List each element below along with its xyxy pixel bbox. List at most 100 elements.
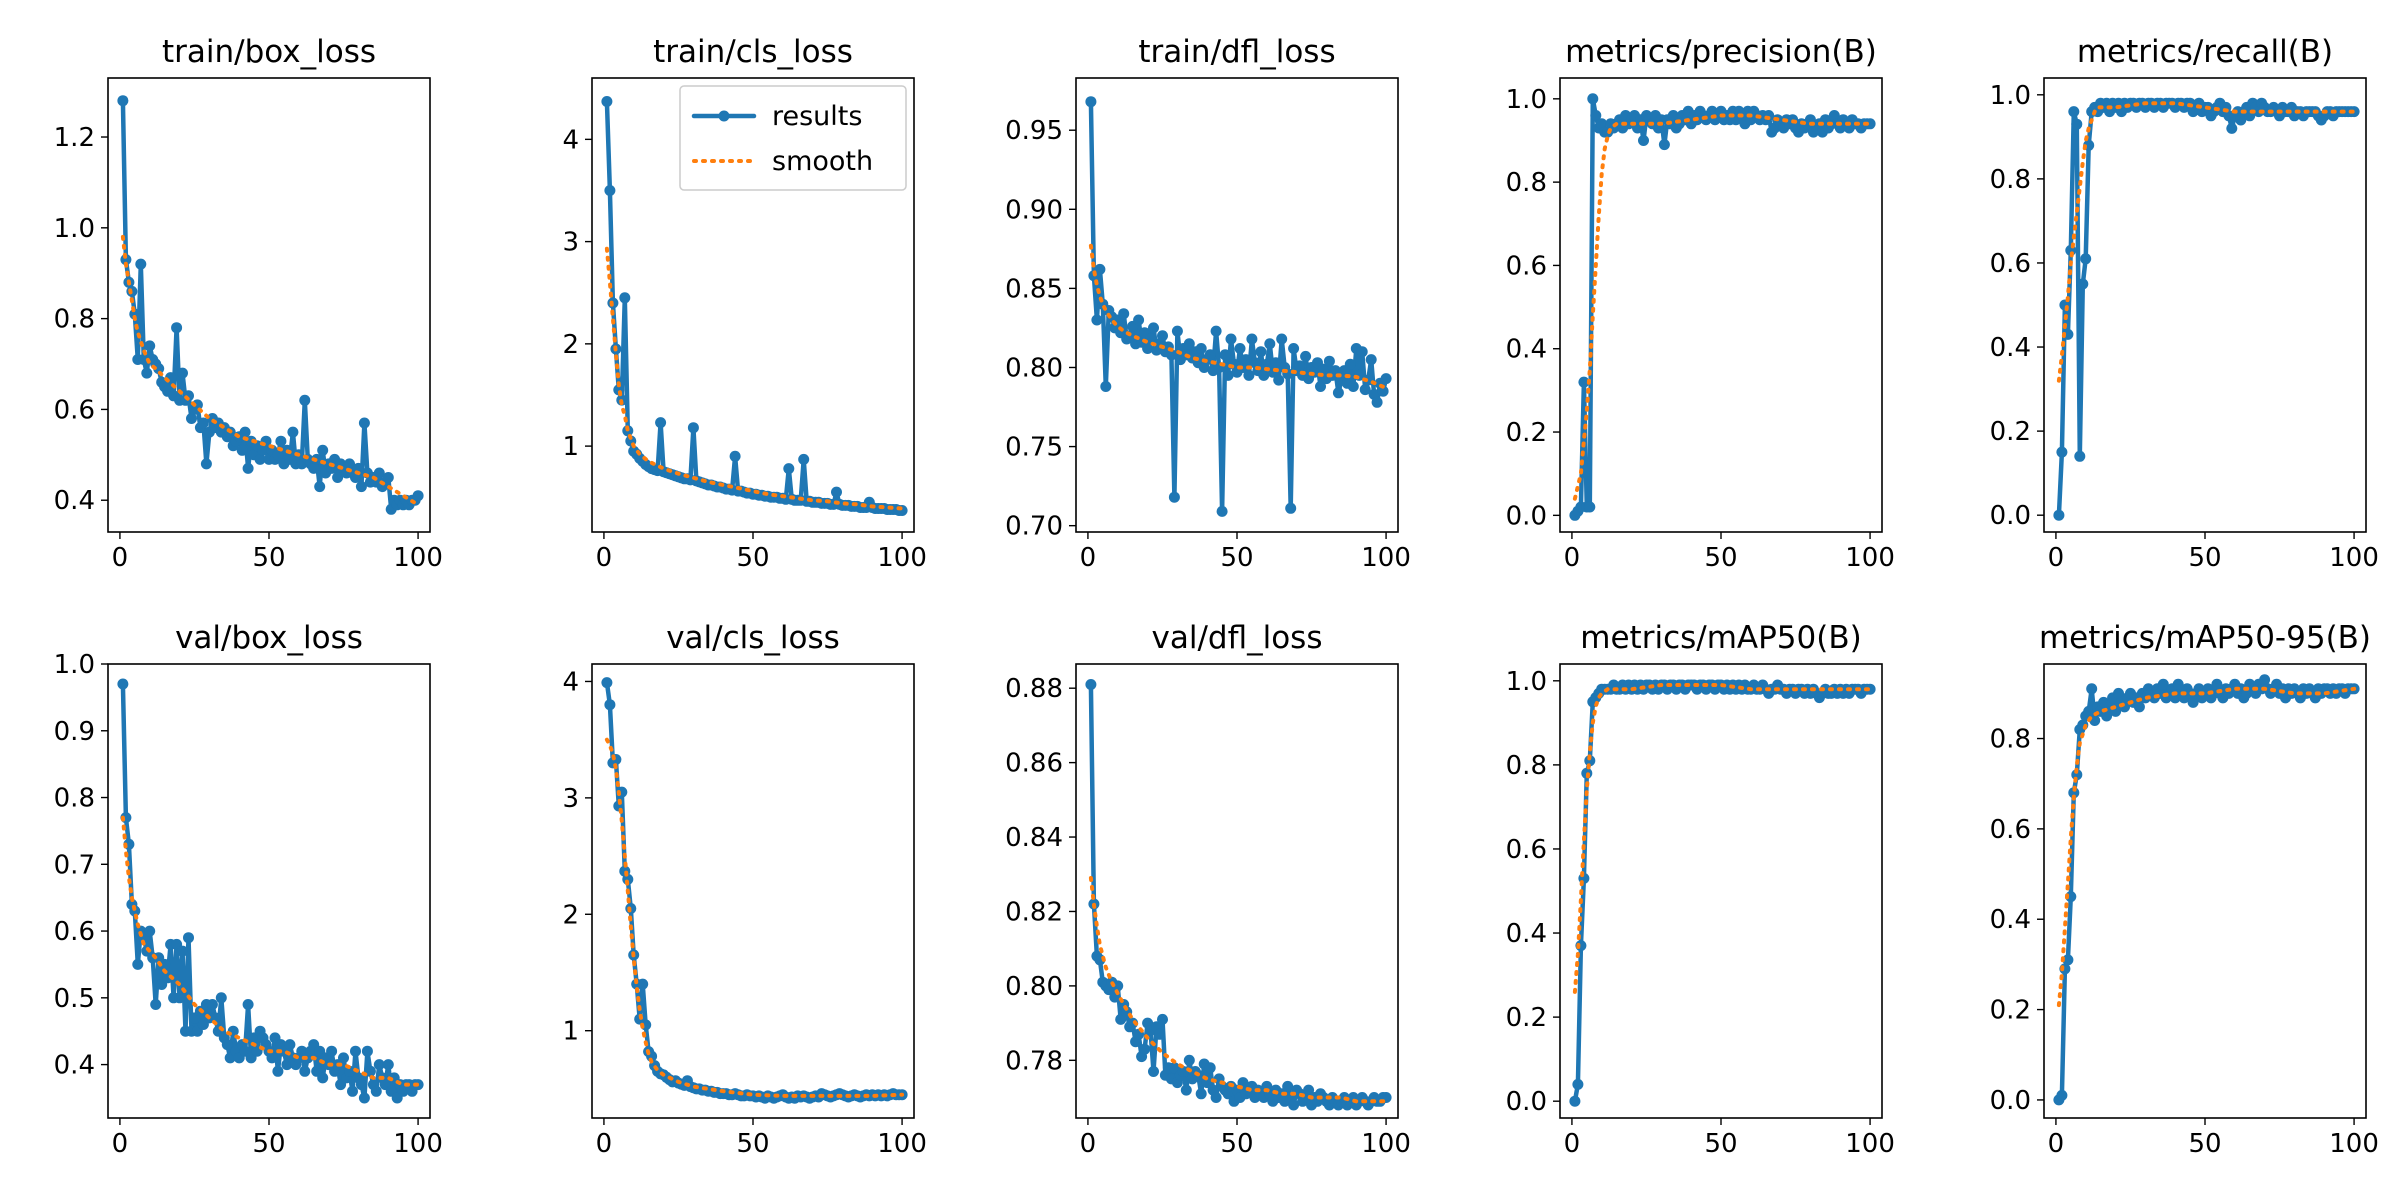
data-point — [2086, 683, 2098, 695]
y-tick-label: 0.8 — [1506, 168, 1547, 198]
x-tick-label: 0 — [1564, 1129, 1581, 1159]
y-tick-label: 0.0 — [1990, 1086, 2031, 1116]
y-tick-label: 0.80 — [1005, 972, 1063, 1002]
y-tick-label: 0.8 — [1990, 165, 2031, 195]
data-point — [1596, 118, 1608, 130]
data-point — [373, 467, 385, 479]
data-point — [135, 258, 147, 270]
data-point — [2133, 701, 2145, 713]
y-tick-label: 0.6 — [1990, 249, 2031, 279]
plot-area — [1569, 679, 1876, 1107]
plot-area — [1085, 679, 1392, 1111]
y-tick-label: 0.75 — [1005, 433, 1063, 463]
data-point — [687, 422, 699, 434]
data-point — [284, 1039, 296, 1051]
data-point — [1864, 683, 1876, 695]
data-point — [1315, 381, 1326, 392]
y-tick-label: 0.5 — [54, 984, 95, 1014]
x-tick-label: 50 — [2188, 1129, 2221, 1159]
series-line-results — [1572, 682, 1873, 1104]
data-point — [197, 417, 209, 429]
data-point — [783, 463, 795, 475]
data-point — [272, 1065, 284, 1077]
data-point — [1201, 1077, 1213, 1089]
y-tick-label: 0.0 — [1506, 1087, 1547, 1117]
data-point — [159, 958, 171, 970]
data-point — [1258, 369, 1270, 381]
y-tick-label: 0.85 — [1005, 274, 1063, 304]
data-point — [338, 1052, 349, 1064]
data-point — [1347, 381, 1359, 392]
y-tick-label: 0.8 — [54, 305, 95, 335]
data-point — [1183, 1054, 1195, 1066]
data-point — [1139, 1043, 1151, 1055]
data-point — [2077, 278, 2089, 290]
data-point — [1210, 1092, 1222, 1103]
data-point — [1168, 1062, 1180, 1074]
y-tick-label: 1.2 — [54, 123, 95, 153]
x-tick-label: 0 — [112, 1129, 129, 1159]
data-point — [174, 992, 186, 1004]
y-tick-label: 4 — [562, 667, 579, 697]
panel-0: train/box_loss 0 50 100 0.4 0.6 0.8 1.0 1.2 — [54, 34, 443, 573]
y-tick-label: 0.82 — [1005, 897, 1063, 927]
data-point — [1240, 354, 1252, 366]
panel-4: metrics/recall(B) 0 50 100 0.0 0.2 0.4 0.6 0.8 1.… — [1990, 34, 2379, 573]
data-point — [186, 413, 197, 424]
y-tick-label: 3 — [562, 784, 579, 814]
y-tick-label: 0.4 — [1506, 919, 1547, 949]
x-tick-label: 0 — [1564, 543, 1581, 573]
x-tick-label: 100 — [393, 543, 443, 573]
data-point — [2113, 687, 2124, 699]
data-point — [1365, 354, 1377, 366]
data-point — [2211, 678, 2223, 690]
data-point — [1303, 1084, 1315, 1096]
data-point — [132, 958, 144, 970]
x-tick-label: 50 — [1220, 543, 1253, 573]
x-tick-label: 100 — [393, 1129, 443, 1159]
data-point — [287, 426, 299, 438]
panel-7: val/dfl_loss 0 50 100 0.78 0.80 0.82 0.84 0.86 0.… — [1005, 620, 1411, 1159]
data-point — [177, 367, 188, 379]
data-point — [355, 1079, 367, 1091]
x-tick-label: 50 — [252, 543, 285, 573]
axes-frame — [1559, 663, 1883, 1119]
y-tick-label: 0.95 — [1005, 116, 1063, 146]
data-point — [1085, 679, 1097, 690]
data-point — [619, 292, 631, 304]
data-point — [382, 472, 394, 483]
data-point — [2157, 678, 2169, 690]
plot-area — [2053, 674, 2360, 1106]
y-tick-label: 0.8 — [1990, 725, 2031, 755]
data-point — [2226, 122, 2238, 134]
x-tick-label: 0 — [112, 543, 129, 573]
x-tick-label: 0 — [1080, 543, 1097, 573]
y-tick-label: 0.84 — [1005, 823, 1063, 853]
y-tick-label: 0.2 — [1506, 1003, 1547, 1033]
data-point — [1142, 343, 1154, 354]
data-point — [1157, 330, 1168, 342]
data-point — [1255, 346, 1267, 358]
panel-title: val/dfl_loss — [1152, 620, 1323, 656]
legend-label-smooth: smooth — [772, 146, 873, 177]
series-line-results — [2056, 100, 2357, 518]
data-point — [1332, 387, 1344, 399]
data-point — [1270, 357, 1282, 369]
series-line-smooth — [1088, 243, 1389, 390]
y-tick-label: 0.88 — [1005, 674, 1063, 704]
series-line-results — [2056, 677, 2357, 1103]
plot-area — [601, 677, 908, 1104]
data-point — [1264, 338, 1276, 350]
data-point — [257, 444, 269, 456]
data-point — [1318, 363, 1329, 375]
plot-area — [1085, 96, 1392, 517]
y-tick-label: 4 — [562, 125, 579, 155]
data-point — [1112, 980, 1124, 992]
data-point — [206, 999, 218, 1010]
data-point — [1300, 350, 1312, 362]
data-point — [1133, 314, 1145, 326]
data-point — [1658, 139, 1670, 151]
data-point — [355, 481, 367, 493]
data-point — [1584, 501, 1596, 513]
